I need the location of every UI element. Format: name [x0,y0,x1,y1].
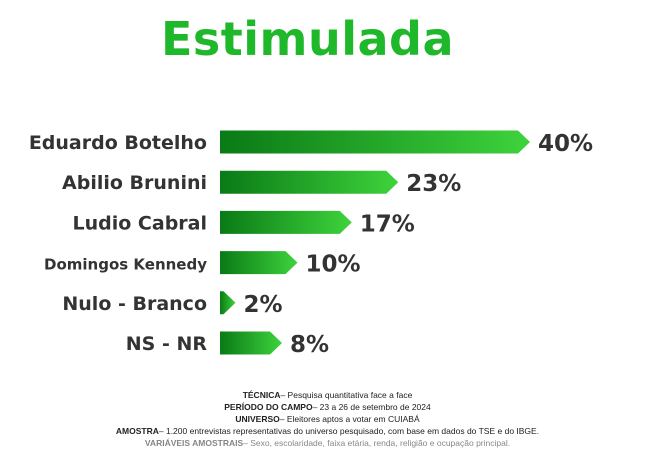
value-label: 40% [538,131,593,157]
note-key: AMOSTRA [115,426,159,436]
note-text: – Sexo, escolaridade, faixa etária, rend… [243,438,511,448]
note-key: PERÍODO DO CAMPO [224,402,313,412]
bar-2 [220,210,352,234]
bar-0 [220,130,530,154]
bar-3 [220,251,298,275]
bar-4 [220,291,236,315]
category-label: Domingos Kennedy [44,256,207,274]
note-amostra: AMOSTRA– 1.200 entrevistas representativ… [0,425,655,437]
note-text: – Eleitores aptos a votar em CUIABÁ [279,414,420,424]
note-text: – 23 a 26 de setembro de 2024 [312,402,431,412]
note-tecnica: TÉCNICA– Pesquisa quantitativa face a fa… [0,389,655,401]
category-label: Eduardo Botelho [29,132,207,154]
note-key: UNIVERSO [235,414,280,424]
category-label: Abilio Brunini [62,172,207,194]
chart-title: Estimulada [160,12,455,66]
value-label: 10% [306,252,361,278]
note-key: TÉCNICA [242,390,281,400]
methodology-notes: TÉCNICA– Pesquisa quantitativa face a fa… [0,389,655,449]
note-key: VARIÁVEIS AMOSTRAIS [144,438,244,448]
note-universo: UNIVERSO– Eleitores aptos a votar em CUI… [0,413,655,425]
note-variaveis: VARIÁVEIS AMOSTRAIS– Sexo, escolaridade,… [0,437,655,449]
note-periodo: PERÍODO DO CAMPO– 23 a 26 de setembro de… [0,401,655,413]
value-label: 2% [244,292,283,318]
value-label: 23% [406,171,461,197]
value-label: 17% [360,211,415,237]
category-label: NS - NR [126,333,208,355]
note-text: – Pesquisa quantitativa face a face [280,390,413,400]
category-label: Nulo - Branco [62,293,207,315]
bar-chart: Eduardo Botelho 40% Abilio Brunini 23% Ludio… [29,130,593,358]
category-label: Ludio Cabral [73,212,207,234]
value-label: 8% [290,332,329,358]
note-text: – 1.200 entrevistas representativas do u… [158,426,540,436]
bar-5 [220,331,282,355]
bar-1 [220,170,399,194]
